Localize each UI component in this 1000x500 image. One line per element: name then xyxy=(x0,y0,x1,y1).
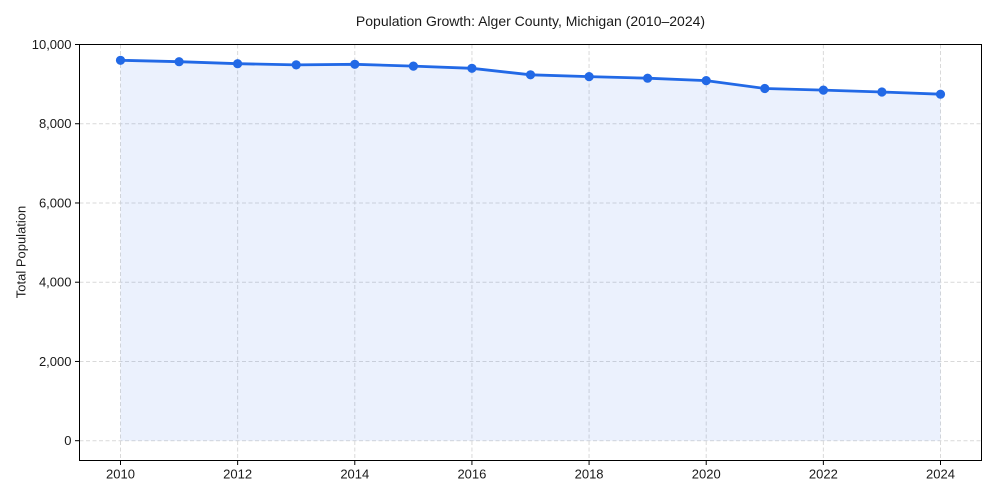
data-point-marker xyxy=(525,70,536,80)
y-tick-label: 0 xyxy=(64,433,71,448)
y-tick-label: 8,000 xyxy=(39,116,72,131)
data-point-marker xyxy=(643,73,653,83)
data-point-marker xyxy=(467,63,477,73)
axes-spine xyxy=(79,44,982,461)
data-point-marker xyxy=(760,83,770,94)
x-tick-label: 2020 xyxy=(692,467,721,482)
x-tick-label: 2010 xyxy=(106,467,135,482)
data-point-marker xyxy=(701,76,711,86)
data-point-marker xyxy=(408,61,418,71)
x-tick-label: 2014 xyxy=(340,467,369,482)
data-point-marker xyxy=(115,55,126,65)
data-point-marker xyxy=(584,72,594,82)
y-tick-label: 6,000 xyxy=(39,195,72,210)
data-point-marker xyxy=(174,57,184,67)
data-point-marker xyxy=(291,60,301,70)
chart-title: Population Growth: Alger County, Michiga… xyxy=(355,13,706,29)
data-point-marker xyxy=(935,89,946,99)
plot-background xyxy=(79,44,982,461)
x-tick-label: 2012 xyxy=(223,467,252,482)
data-point-marker xyxy=(818,85,829,95)
area-fill xyxy=(120,60,941,441)
x-tick-label: 2018 xyxy=(575,467,604,482)
x-tick-label: 2024 xyxy=(926,467,955,482)
data-point-marker xyxy=(233,59,243,69)
x-tick-label: 2016 xyxy=(457,467,486,482)
y-tick-label: 2,000 xyxy=(39,354,72,369)
x-tick-label: 2022 xyxy=(809,467,838,482)
data-point-marker xyxy=(350,59,360,69)
data-point-marker xyxy=(877,87,887,97)
y-tick-label: 4,000 xyxy=(39,275,72,290)
y-tick-label: 10,000 xyxy=(32,37,72,52)
